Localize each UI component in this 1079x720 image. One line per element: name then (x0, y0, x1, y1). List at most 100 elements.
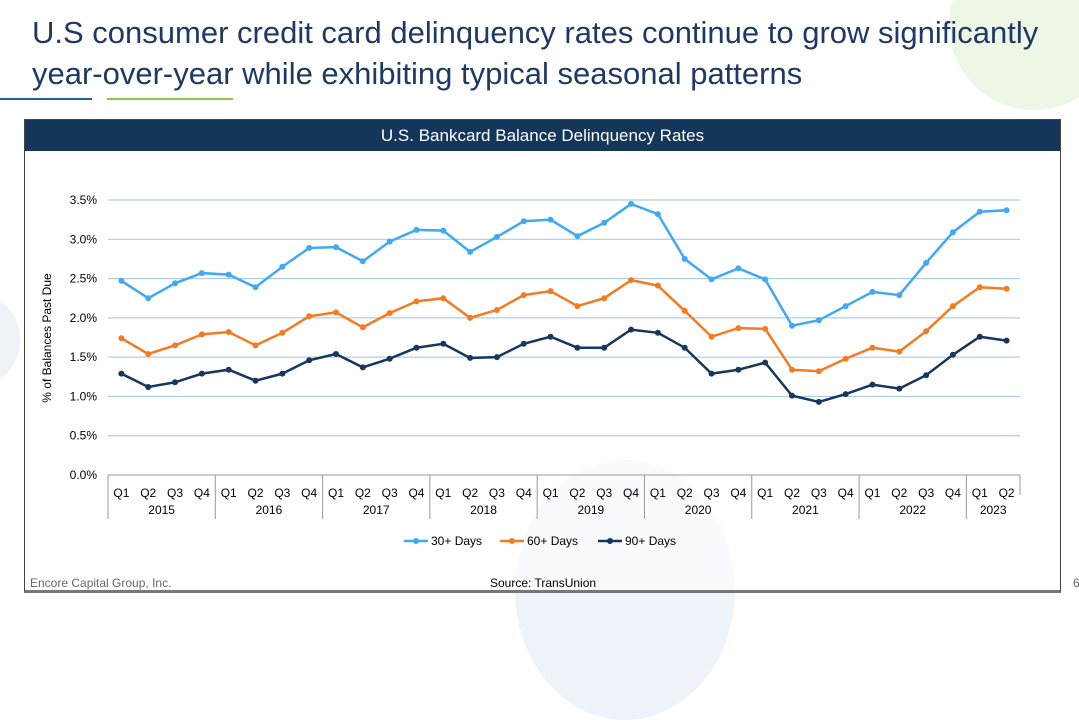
legend-marker (413, 538, 419, 544)
year-label: 2018 (470, 503, 497, 517)
series-line-30days (120, 202, 1007, 328)
data-point (306, 313, 313, 320)
data-point (279, 370, 286, 377)
data-point (333, 309, 339, 316)
data-point (413, 344, 420, 351)
data-point (601, 344, 608, 351)
data-point (1003, 207, 1010, 214)
year-label: 2015 (148, 503, 175, 517)
data-point (493, 307, 500, 313)
data-point (279, 263, 286, 270)
data-point (440, 340, 447, 347)
x-tick-label: Q1 (221, 486, 237, 500)
year-label: 2021 (792, 503, 819, 517)
footer-company: Encore Capital Group, Inc. (30, 576, 172, 590)
data-point (976, 284, 983, 291)
x-tick-label: Q1 (757, 486, 773, 500)
chart-title: U.S. Bankcard Balance Delinquency Rates (25, 120, 1060, 151)
x-tick-label: Q3 (918, 486, 934, 500)
data-point (225, 329, 232, 335)
x-tick-label: Q4 (730, 486, 746, 500)
series-line-90days (120, 328, 1007, 404)
legend-label: 90+ Days (625, 534, 676, 548)
chart-panel: U.S. Bankcard Balance Delinquency Rates (24, 119, 1061, 593)
x-tick-label: Q4 (408, 486, 424, 500)
data-point (198, 270, 205, 277)
data-point (574, 303, 581, 310)
series-line-60days (120, 278, 1007, 373)
data-point (547, 333, 554, 340)
title-underline-green (107, 98, 233, 100)
data-point (708, 276, 715, 283)
data-point (628, 326, 635, 333)
data-point (333, 244, 339, 251)
data-point (735, 366, 742, 373)
data-point (923, 372, 930, 379)
page-number: 6 (1073, 576, 1079, 590)
data-point (547, 288, 554, 295)
data-point (493, 354, 500, 361)
data-point (762, 325, 769, 332)
x-tick-label: Q4 (838, 486, 854, 500)
data-point (198, 370, 205, 377)
data-point (681, 344, 688, 351)
x-tick-label: Q3 (596, 486, 612, 500)
data-point (145, 295, 152, 302)
data-point (359, 324, 366, 331)
data-point (896, 348, 903, 355)
line-chart: 0.0% 0.5% 1.0% 1.5% 2.0% 2.5% 3.0% 3.5% % of Bal… (40, 193, 1021, 548)
x-tick-label: Q1 (650, 486, 666, 500)
x-tick-label: Q3 (489, 486, 505, 500)
x-tick-label: Q4 (301, 486, 317, 500)
data-point (949, 303, 956, 310)
data-point (842, 391, 849, 398)
x-tick-label: Q2 (248, 486, 264, 500)
data-point (467, 314, 474, 321)
decorative-circle (0, 300, 20, 380)
y-tick-label: 3.0% (70, 232, 98, 246)
x-tick-label: Q3 (382, 486, 398, 500)
x-tick-label: Q3 (167, 486, 183, 500)
data-point (735, 325, 742, 332)
data-point (440, 295, 447, 302)
y-tick-label: 0.5% (70, 429, 98, 443)
data-point (198, 331, 205, 338)
data-point (225, 271, 232, 278)
data-point (493, 233, 500, 240)
data-point (815, 368, 822, 375)
x-tick-label: Q4 (623, 486, 639, 500)
year-label: 2020 (685, 503, 712, 517)
data-point (708, 333, 715, 340)
data-point (386, 355, 393, 362)
y-axis-label: % of Balances Past Due (40, 273, 54, 403)
data-point (628, 277, 635, 284)
data-point (520, 218, 527, 225)
data-point (225, 366, 232, 373)
year-label: 2017 (363, 503, 390, 517)
year-label: 2016 (256, 503, 283, 517)
year-label: 2023 (980, 503, 1007, 517)
data-point (762, 359, 769, 366)
x-tick-label: Q3 (274, 486, 290, 500)
data-point (762, 276, 769, 283)
data-point (815, 398, 822, 405)
y-tick-label: 3.5% (70, 193, 98, 207)
x-tick-label: Q1 (972, 486, 988, 500)
x-tick-label: Q1 (328, 486, 344, 500)
data-point (949, 351, 956, 358)
x-tick-label: Q3 (704, 486, 720, 500)
legend-marker (509, 538, 515, 544)
data-point (413, 298, 420, 305)
y-tick-label: 2.0% (70, 311, 98, 325)
title-underline-blue (0, 98, 92, 100)
data-point (681, 255, 688, 262)
data-point (547, 216, 554, 223)
data-point (145, 384, 152, 390)
data-point (869, 288, 876, 295)
data-point (172, 280, 179, 287)
year-label: 2019 (577, 503, 604, 517)
x-tick-label: Q2 (355, 486, 371, 500)
data-point (842, 303, 849, 310)
data-point (520, 292, 527, 299)
x-tick-label: Q2 (677, 486, 693, 500)
